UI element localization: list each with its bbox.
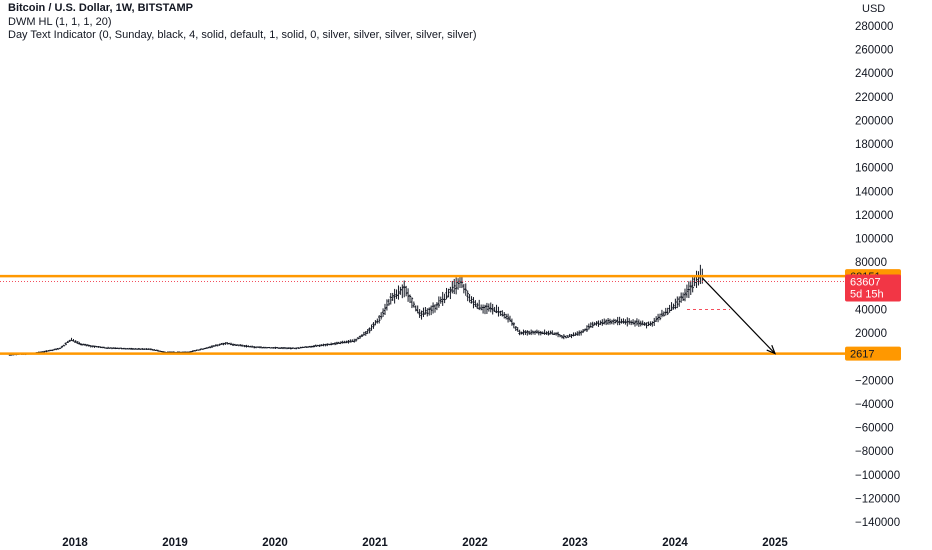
price-tags: 681512617636075d 15h xyxy=(845,269,901,361)
y-tick-label: 100000 xyxy=(855,234,893,246)
arrow-line xyxy=(702,278,776,354)
x-tick-label: 2018 xyxy=(62,537,88,549)
y-tick-label: −20000 xyxy=(855,375,894,387)
x-tick-label: 2024 xyxy=(662,537,688,549)
x-tick-label: 2020 xyxy=(262,537,288,549)
y-tick-label: −120000 xyxy=(855,493,900,505)
x-tick-label: 2019 xyxy=(162,537,188,549)
indicator-day-text[interactable]: Day Text Indicator (0, Sunday, black, 4,… xyxy=(8,29,477,41)
y-tick-label: 200000 xyxy=(855,115,893,127)
chart-legend: Bitcoin / U.S. Dollar, 1W, BITSTAMP DWM … xyxy=(8,2,477,43)
y-tick-label: 260000 xyxy=(855,45,893,57)
x-tick-label: 2021 xyxy=(362,537,388,549)
projection-arrow[interactable] xyxy=(702,278,777,355)
y-tick-label: 160000 xyxy=(855,163,893,175)
current-price-value: 63607 xyxy=(850,277,881,289)
indicator-dwm-hl[interactable]: DWM HL (1, 1, 1, 20) xyxy=(8,15,112,28)
y-tick-label: 220000 xyxy=(855,92,893,104)
y-tick-label: 140000 xyxy=(855,186,893,198)
x-tick-label: 2022 xyxy=(462,537,488,549)
y-tick-label: 280000 xyxy=(855,21,893,33)
current-price-countdown: 5d 15h xyxy=(850,289,884,301)
y-tick-label: 40000 xyxy=(855,304,887,316)
current-price-bg xyxy=(845,274,901,302)
y-tick-label: −80000 xyxy=(855,446,894,458)
y-tick-label: −40000 xyxy=(855,399,894,411)
horizontal-levels[interactable] xyxy=(0,274,845,355)
y-tick-label: 120000 xyxy=(855,210,893,222)
candle-series xyxy=(8,264,704,356)
level-tag-low-bg xyxy=(845,346,901,361)
symbol-title[interactable]: Bitcoin / U.S. Dollar, 1W, BITSTAMP xyxy=(8,2,193,14)
y-tick-label: −60000 xyxy=(855,423,894,435)
y-axis-ticks: 280000 260000 240000 220000 200000 180000 1600… xyxy=(855,21,900,529)
x-axis-ticks: 2018 2019 2020 2021 2022 2023 2024 2025 xyxy=(62,537,788,549)
x-tick-label: 2023 xyxy=(562,537,588,549)
level-tag-low-text: 2617 xyxy=(850,349,874,361)
y-tick-label: 80000 xyxy=(855,257,887,269)
y-tick-label: 180000 xyxy=(855,139,893,151)
y-tick-label: −140000 xyxy=(855,517,900,529)
currency-label[interactable]: USD xyxy=(862,3,886,15)
arrow-head xyxy=(766,344,777,355)
level-tag-low: 2617 xyxy=(845,346,901,361)
x-tick-label: 2025 xyxy=(762,537,788,549)
y-tick-label: 20000 xyxy=(855,328,887,340)
y-tick-label: −100000 xyxy=(855,470,900,482)
y-tick-label: 240000 xyxy=(855,68,893,80)
